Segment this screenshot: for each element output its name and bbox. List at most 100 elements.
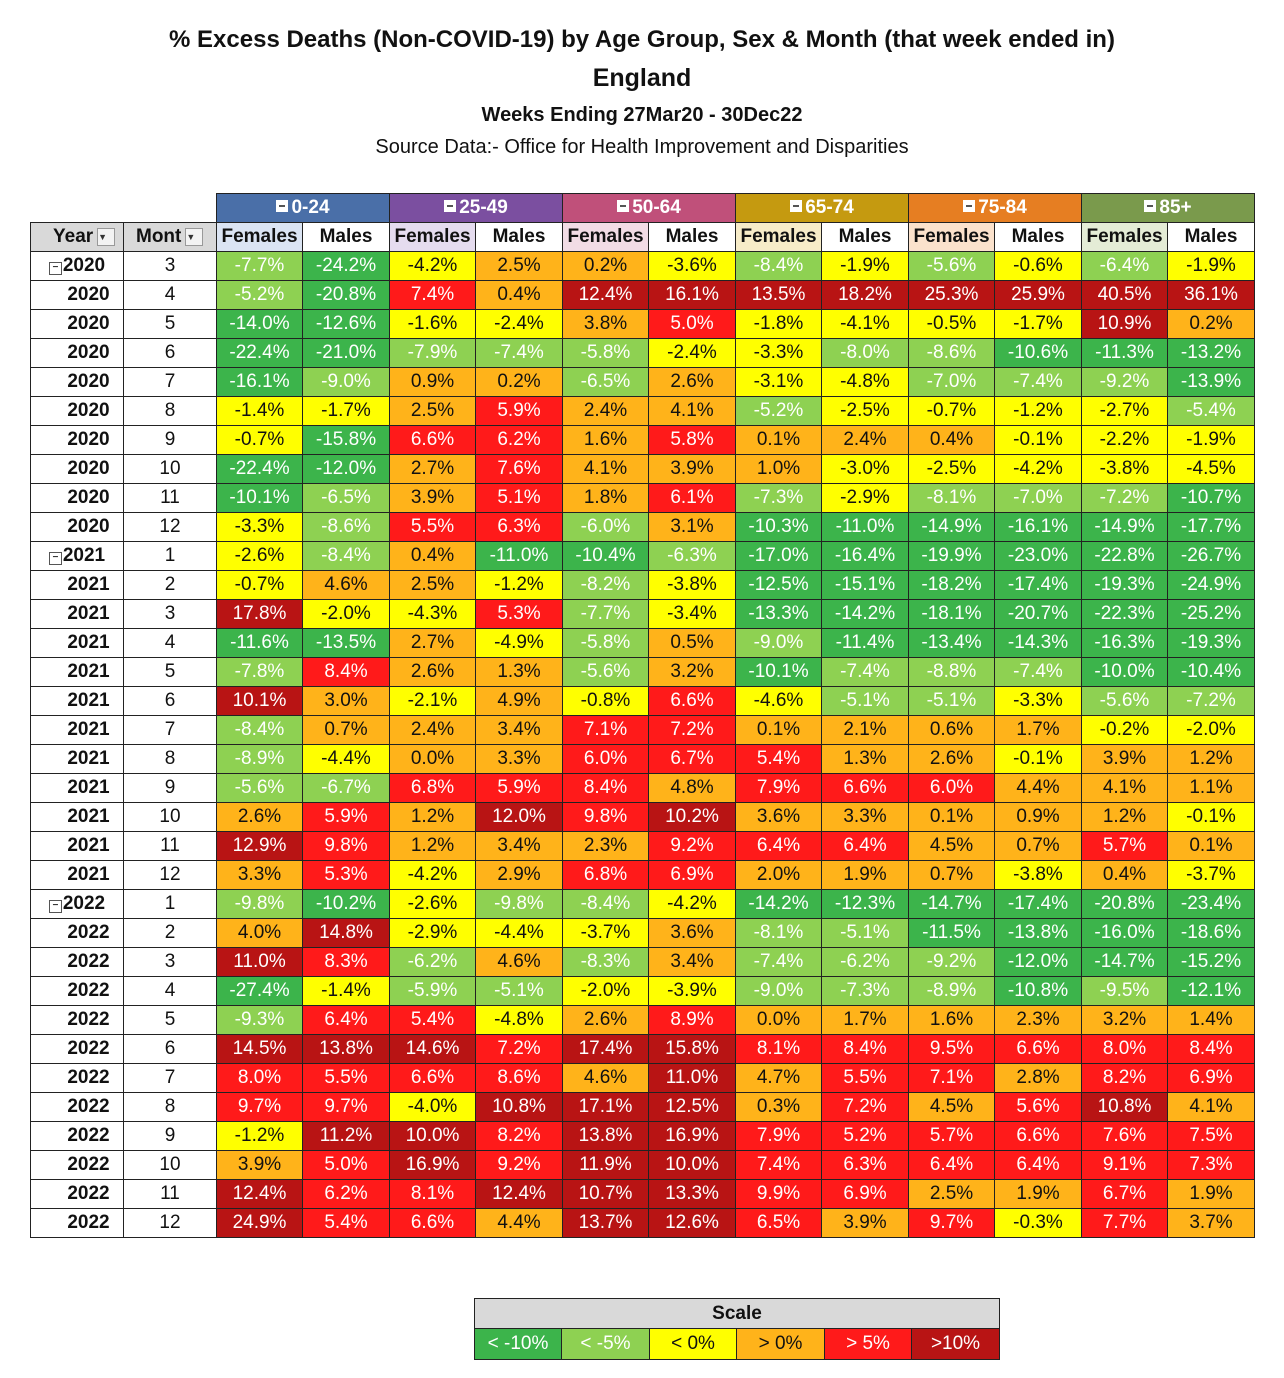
value-cell: 12.4%: [562, 280, 649, 310]
month-cell: 8: [123, 744, 217, 774]
value-cell: -16.0%: [1081, 918, 1168, 948]
month-cell: 6: [123, 686, 217, 716]
value-cell: -19.3%: [1167, 628, 1255, 658]
month-cell: 11: [123, 1179, 217, 1209]
age-group-header[interactable]: 0-24: [216, 193, 390, 223]
year-cell: 2022: [30, 1208, 124, 1238]
value-cell: 8.3%: [302, 947, 390, 977]
value-cell: 2.5%: [389, 570, 476, 600]
collapse-icon[interactable]: −: [48, 552, 62, 565]
value-cell: 0.9%: [389, 367, 476, 397]
year-cell: 2022: [30, 976, 124, 1006]
age-group-header[interactable]: 25-49: [389, 193, 563, 223]
filter-dropdown-icon[interactable]: ▼: [97, 227, 116, 246]
collapse-icon[interactable]: [276, 200, 289, 212]
collapse-icon[interactable]: [617, 200, 630, 212]
age-group-header[interactable]: 85+: [1081, 193, 1255, 223]
collapse-icon[interactable]: [1144, 200, 1157, 212]
value-cell: 0.7%: [302, 715, 390, 745]
value-cell: -1.2%: [475, 570, 563, 600]
year-cell: 2020: [30, 367, 124, 397]
collapse-icon[interactable]: [790, 200, 803, 212]
value-cell: 2.6%: [648, 367, 736, 397]
value-cell: -13.4%: [908, 628, 995, 658]
year-cell: 2022: [30, 1034, 124, 1064]
value-cell: -4.2%: [389, 860, 476, 890]
collapse-icon[interactable]: [444, 200, 457, 212]
month-cell: 12: [123, 860, 217, 890]
value-cell: 6.6%: [994, 1121, 1082, 1151]
month-cell: 11: [123, 831, 217, 861]
value-cell: 11.2%: [302, 1121, 390, 1151]
collapse-icon[interactable]: [963, 200, 976, 212]
value-cell: 7.2%: [821, 1092, 909, 1122]
value-cell: -7.2%: [1167, 686, 1255, 716]
value-cell: 6.6%: [389, 1063, 476, 1093]
value-cell: 1.7%: [821, 1005, 909, 1035]
table-row: 2021 6 10.1% 3.0% -2.1% 4.9% -0.8% 6.6% -4.6% -5.…: [30, 686, 1255, 716]
year-cell[interactable]: −2021: [30, 541, 124, 571]
value-cell: -7.9%: [389, 338, 476, 368]
filter-dropdown-icon[interactable]: ▼: [185, 227, 204, 246]
value-cell: 9.7%: [302, 1092, 390, 1122]
value-cell: -7.7%: [562, 599, 649, 629]
value-cell: 5.5%: [389, 512, 476, 542]
value-cell: -16.1%: [994, 512, 1082, 542]
collapse-icon[interactable]: −: [48, 900, 62, 913]
month-cell: 9: [123, 1121, 217, 1151]
age-group-header[interactable]: 65-74: [735, 193, 909, 223]
year-column-header[interactable]: Year ▼: [30, 222, 124, 252]
value-cell: -8.1%: [735, 918, 822, 948]
value-cell: 7.6%: [475, 454, 563, 484]
collapse-icon[interactable]: −: [48, 262, 62, 275]
value-cell: -9.2%: [1081, 367, 1168, 397]
value-cell: 4.5%: [908, 1092, 995, 1122]
value-cell: -1.7%: [994, 309, 1082, 339]
age-group-header[interactable]: 50-64: [562, 193, 736, 223]
value-cell: -12.1%: [1167, 976, 1255, 1006]
value-cell: -18.1%: [908, 599, 995, 629]
year-cell[interactable]: −2022: [30, 889, 124, 919]
table-row: 2020 11 -10.1% -6.5% 3.9% 5.1% 1.8% 6.1% -7.3% -2…: [30, 483, 1255, 513]
value-cell: 0.1%: [735, 425, 822, 455]
month-cell: 7: [123, 367, 217, 397]
value-cell: -22.4%: [216, 338, 303, 368]
year-value: 2021: [67, 777, 110, 798]
table-row: −2021 1 -2.6% -8.4% 0.4% -11.0% -10.4% -6.3% -17…: [30, 541, 1255, 571]
value-cell: -22.4%: [216, 454, 303, 484]
value-cell: -7.7%: [216, 251, 303, 281]
value-cell: 6.2%: [302, 1179, 390, 1209]
month-cell: 3: [123, 251, 217, 281]
value-cell: 5.8%: [648, 425, 736, 455]
value-cell: 6.4%: [302, 1005, 390, 1035]
value-cell: -0.1%: [994, 744, 1082, 774]
value-cell: -17.4%: [994, 889, 1082, 919]
value-cell: 3.6%: [735, 802, 822, 832]
value-cell: -1.8%: [735, 309, 822, 339]
value-cell: 6.6%: [389, 1208, 476, 1238]
value-cell: 17.1%: [562, 1092, 649, 1122]
value-cell: 7.1%: [562, 715, 649, 745]
age-group-label: 75-84: [978, 197, 1027, 218]
age-group-label: 65-74: [805, 197, 854, 218]
value-cell: 6.1%: [648, 483, 736, 513]
month-column-header[interactable]: Mont ▼: [123, 222, 217, 252]
value-cell: -4.2%: [994, 454, 1082, 484]
value-cell: -17.7%: [1167, 512, 1255, 542]
age-group-header[interactable]: 75-84: [908, 193, 1082, 223]
chart-subtitle: England: [592, 64, 692, 92]
month-cell: 12: [123, 512, 217, 542]
table-row: 2020 12 -3.3% -8.6% 5.5% 6.3% -6.0% 3.1% -10.3% -…: [30, 512, 1255, 542]
value-cell: -2.7%: [1081, 396, 1168, 426]
month-cell: 3: [123, 947, 217, 977]
value-cell: 25.3%: [908, 280, 995, 310]
value-cell: 5.7%: [908, 1121, 995, 1151]
table-body: −2020 3 -7.7% -24.2% -4.2% 2.5% 0.2% -3.6% -8.4%…: [30, 251, 1255, 1238]
year-cell: 2021: [30, 628, 124, 658]
value-cell: 2.6%: [908, 744, 995, 774]
value-cell: -10.4%: [1167, 657, 1255, 687]
month-cell: 10: [123, 1150, 217, 1180]
year-value: 2021: [67, 632, 110, 653]
value-cell: -4.9%: [475, 628, 563, 658]
year-cell[interactable]: −2020: [30, 251, 124, 281]
